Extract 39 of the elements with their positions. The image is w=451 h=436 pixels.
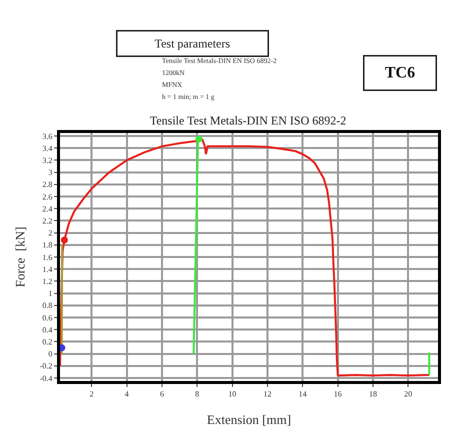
y-tick-label: 3.4 xyxy=(42,144,52,153)
x-tick-label: 12 xyxy=(263,390,272,399)
point xyxy=(195,136,202,143)
x-tick-label: 10 xyxy=(228,390,236,399)
y-tick-label: 0.4 xyxy=(42,325,52,334)
x-tick-label: 2 xyxy=(90,390,94,399)
x-tick-label: 16 xyxy=(334,390,342,399)
y-tick-label: -0.2 xyxy=(40,362,52,371)
y-tick-label: 0.8 xyxy=(42,301,52,310)
text: Test parameters xyxy=(154,36,230,50)
y-tick-label: 1.4 xyxy=(42,264,52,274)
x-axis-title: Extension [mm] xyxy=(206,412,292,428)
x-tick-label: 6 xyxy=(160,390,164,399)
y-tick-label: 1.2 xyxy=(42,277,52,286)
y-tick-label: 2.2 xyxy=(42,216,52,226)
x-tick-label: 4 xyxy=(124,390,129,399)
y-tick-label: 3.6 xyxy=(42,132,52,141)
y-tick-label: 1.6 xyxy=(42,252,52,262)
y-tick-label: 1 xyxy=(48,289,52,298)
y-tick-label: 2.4 xyxy=(42,204,52,214)
y-tick-label: 2.8 xyxy=(42,180,52,190)
y-tick-label: 1.8 xyxy=(42,240,52,250)
x-tick-label: 20 xyxy=(404,390,412,399)
x-tick-label: 14 xyxy=(298,390,307,399)
y-tick-label: 2.6 xyxy=(42,192,52,202)
y-tick-label: 0 xyxy=(48,350,52,359)
y-tick-label: 2 xyxy=(48,228,52,238)
y-tick-label: 3.2 xyxy=(42,156,52,166)
y-tick-label: 0.6 xyxy=(42,313,52,322)
y-tick-label: -0.4 xyxy=(40,374,52,383)
x-tick-label: 18 xyxy=(368,390,377,399)
x-tick-label: 8 xyxy=(195,390,200,399)
y-tick-label: 3 xyxy=(48,168,52,178)
chart-title: Tensile Test Metals-DIN EN ISO 6892-2 xyxy=(150,113,346,128)
text: TC6 xyxy=(384,64,416,82)
point xyxy=(60,344,66,352)
point xyxy=(60,236,68,244)
y-tick-label: 0.2 xyxy=(42,337,52,346)
y-axis-title: Force [kN] xyxy=(12,226,28,288)
